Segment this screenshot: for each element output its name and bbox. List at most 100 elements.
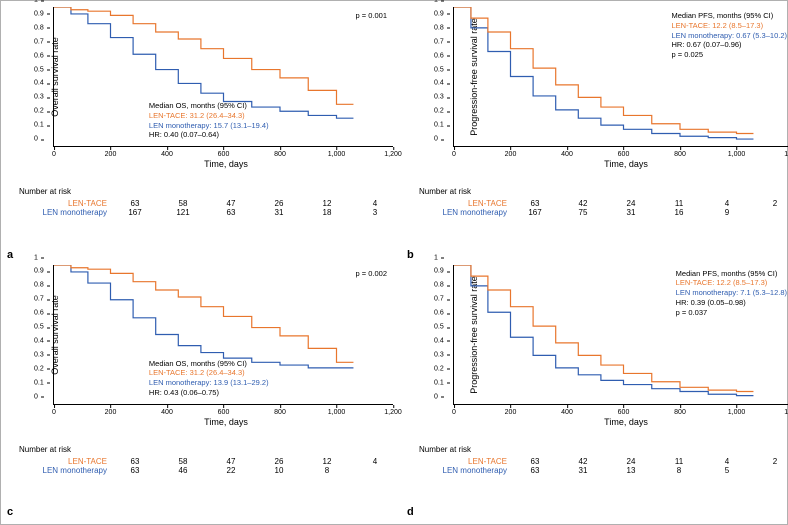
risk-label: LEN monotherapy <box>19 466 111 475</box>
x-tick: 200 <box>505 409 517 416</box>
panel-a: Overall survival rate00.10.20.30.40.50.6… <box>7 7 399 261</box>
y-tick: 0.5 <box>434 324 444 331</box>
x-tick: 600 <box>618 409 630 416</box>
risk-value: 18 <box>303 208 351 217</box>
risk-value: 11 <box>655 457 703 466</box>
y-tick: 0.4 <box>434 337 444 344</box>
x-tick: 400 <box>161 151 173 158</box>
risk-value: 8 <box>303 466 351 475</box>
risk-value: 63 <box>111 466 159 475</box>
stats-box: Median PFS, months (95% CI)LEN-TACE: 12.… <box>672 11 788 60</box>
x-tick: 0 <box>452 409 456 416</box>
y-tick: 0.2 <box>34 108 44 115</box>
y-tick: 0.8 <box>434 24 444 31</box>
x-axis-label: Time, days <box>53 417 399 427</box>
risk-title: Number at risk <box>19 187 399 196</box>
y-tick: 1 <box>34 254 38 261</box>
stats-tace: LEN-TACE: 12.2 (8.5–17.3) <box>672 21 788 31</box>
number-at-risk: Number at riskLEN-TACE63584726124LEN mon… <box>19 445 399 475</box>
y-tick: 0.3 <box>34 351 44 358</box>
plot-box: 00.10.20.30.40.50.60.70.80.9102004006008… <box>53 7 393 147</box>
stats-mono: LEN monotherapy: 7.1 (5.3–12.8) <box>676 288 787 298</box>
p-value: p = 0.001 <box>356 11 388 21</box>
risk-value: 12 <box>303 199 351 208</box>
stats-box: Median PFS, months (95% CI)LEN-TACE: 12.… <box>676 269 787 318</box>
y-tick: 0.5 <box>34 66 44 73</box>
y-tick: 0.6 <box>434 52 444 59</box>
x-tick: 400 <box>161 409 173 416</box>
x-tick: 200 <box>105 409 117 416</box>
stats-hr: HR: 0.40 (0.07–0.64) <box>149 130 269 140</box>
stats-p: p = 0.037 <box>676 308 787 318</box>
y-tick: 0.9 <box>34 10 44 17</box>
stats-mono: LEN monotherapy: 13.9 (13.1–29.2) <box>149 378 269 388</box>
number-at-risk: Number at riskLEN-TACE6342241142LEN mono… <box>419 445 788 475</box>
risk-value: 63 <box>207 208 255 217</box>
risk-value: 2 <box>751 199 788 208</box>
x-tick: 600 <box>218 151 230 158</box>
x-tick: 400 <box>561 151 573 158</box>
risk-value: 9 <box>703 208 751 217</box>
risk-value: 63 <box>111 457 159 466</box>
y-tick: 0.2 <box>434 365 444 372</box>
panel-letter: d <box>407 506 414 518</box>
panel-letter: b <box>407 249 414 261</box>
risk-row-tace: LEN-TACE6342241142 <box>419 457 788 466</box>
risk-value: 46 <box>159 466 207 475</box>
risk-row-mono: LEN monotherapy1671216331183 <box>19 208 399 217</box>
risk-value: 24 <box>607 457 655 466</box>
x-tick: 600 <box>218 409 230 416</box>
number-at-risk: Number at riskLEN-TACE6342241142LEN mono… <box>419 187 788 217</box>
y-tick: 0.3 <box>434 94 444 101</box>
x-tick: 600 <box>618 151 630 158</box>
x-tick: 200 <box>105 151 117 158</box>
stats-title: Median OS, months (95% CI) <box>149 359 269 369</box>
y-tick: 0.8 <box>34 24 44 31</box>
risk-value: 63 <box>511 457 559 466</box>
stats-title: Median PFS, months (95% CI) <box>672 11 788 21</box>
x-tick: 1,200 <box>384 409 402 416</box>
risk-row-tace: LEN-TACE63584726124 <box>19 199 399 208</box>
x-tick: 200 <box>505 151 517 158</box>
y-tick: 0.1 <box>34 379 44 386</box>
x-tick: 1,000 <box>328 151 346 158</box>
plot-box: 00.10.20.30.40.50.60.70.80.9102004006008… <box>453 265 788 405</box>
risk-value: 75 <box>559 208 607 217</box>
y-tick: 0 <box>434 393 438 400</box>
y-tick: 0.4 <box>34 80 44 87</box>
y-tick: 0.2 <box>34 365 44 372</box>
stats-tace: LEN-TACE: 12.2 (8.5–17.3) <box>676 278 787 288</box>
y-tick: 0.5 <box>34 324 44 331</box>
number-at-risk: Number at risk LEN-TACE63584726124LEN mon… <box>19 187 399 217</box>
risk-title: Number at risk <box>19 445 399 454</box>
panel-letter: c <box>7 506 13 518</box>
risk-value: 4 <box>703 457 751 466</box>
risk-row-mono: LEN monotherapy1677531169 <box>419 208 788 217</box>
risk-value: 4 <box>351 199 399 208</box>
risk-value: 31 <box>559 466 607 475</box>
risk-label: LEN monotherapy <box>419 466 511 475</box>
x-tick: 400 <box>561 409 573 416</box>
curve-len-monotherapy <box>54 265 353 368</box>
stats-tace: LEN-TACE: 31.2 (26.4–34.3) <box>149 368 269 378</box>
risk-value: 63 <box>111 199 159 208</box>
y-tick: 0.1 <box>34 122 44 129</box>
risk-value: 42 <box>559 457 607 466</box>
y-tick: 1 <box>34 0 38 4</box>
plot-box: 00.10.20.30.40.50.60.70.80.9102004006008… <box>53 265 393 405</box>
risk-value: 12 <box>303 457 351 466</box>
y-tick: 0.1 <box>434 379 444 386</box>
x-tick: 1,200 <box>784 409 788 416</box>
stats-hr: HR: 0.43 (0.06–0.75) <box>149 388 269 398</box>
panel-b: Progression-free survival rate00.10.20.3… <box>407 7 788 261</box>
risk-title: Number at risk <box>419 445 788 454</box>
risk-value: 13 <box>607 466 655 475</box>
p-value: p = 0.002 <box>356 269 388 279</box>
y-tick: 0.1 <box>434 122 444 129</box>
risk-value: 4 <box>703 199 751 208</box>
x-axis-label: Time, days <box>53 159 399 169</box>
risk-value: 42 <box>559 199 607 208</box>
risk-label: LEN monotherapy <box>19 208 111 217</box>
risk-row-mono: LEN monotherapy634622108 <box>19 466 399 475</box>
y-tick: 0.2 <box>434 108 444 115</box>
